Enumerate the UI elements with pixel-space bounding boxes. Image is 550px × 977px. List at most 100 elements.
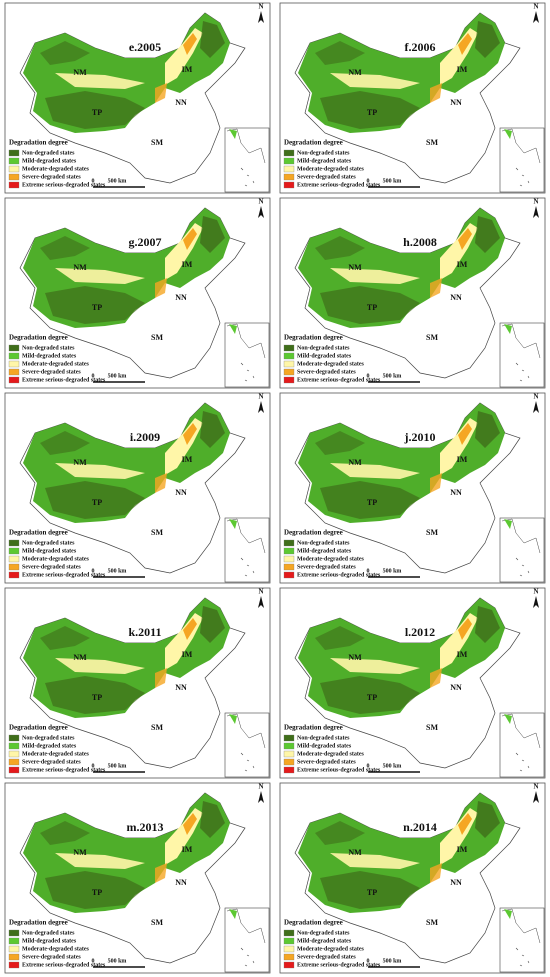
map-shape <box>4 587 271 779</box>
legend-swatch <box>283 563 295 571</box>
legend-swatch <box>8 742 20 750</box>
region-label: IM <box>457 65 468 74</box>
legend-title: Degradation degree <box>284 919 343 927</box>
legend-swatch <box>283 165 295 173</box>
legend-label: Moderate-degraded states <box>22 946 89 952</box>
legend-swatch <box>283 352 295 360</box>
map-panel: n.2014 NM IM TP NN SM N Degradation degree Non-d… <box>279 782 546 974</box>
legend-label: Severe-degraded states <box>297 759 356 765</box>
region-label: NM <box>348 848 362 857</box>
legend-swatch <box>283 961 295 969</box>
legend-swatch <box>283 555 295 563</box>
legend-label: Non-degraded states <box>297 345 350 351</box>
map-panel: e.2005 NM IM TP NN SM N Degradation degree Non-d… <box>4 2 271 194</box>
legend-title: Degradation degree <box>9 724 68 732</box>
legend-title: Degradation degree <box>9 139 68 147</box>
legend-label: Moderate-degraded states <box>22 556 89 562</box>
region-label: NM <box>73 653 87 662</box>
region-label: TP <box>92 303 102 312</box>
legend-label: Moderate-degraded states <box>297 946 364 952</box>
region-label: NM <box>73 263 87 272</box>
region-label: SM <box>151 138 163 147</box>
scale-distance: 500 km <box>383 178 402 184</box>
scale-zero: 0 <box>92 178 95 184</box>
region-label: TP <box>92 693 102 702</box>
map-panel: k.2011 NM IM TP NN SM N Degradation degree Non-d… <box>4 587 271 779</box>
region-label: SM <box>151 333 163 342</box>
region-label: IM <box>182 650 193 659</box>
region-label: TP <box>367 303 377 312</box>
legend-swatch <box>8 149 20 157</box>
panel-title: f.2006 <box>405 40 436 54</box>
legend-swatch <box>8 750 20 758</box>
scale-distance: 500 km <box>108 763 127 769</box>
legend-label: Mild-degraded states <box>22 158 77 164</box>
scale-distance: 500 km <box>383 373 402 379</box>
legend-swatch <box>283 937 295 945</box>
north-label: N <box>533 3 538 11</box>
north-label: N <box>258 393 263 401</box>
legend-swatch <box>283 571 295 579</box>
map-shape <box>4 392 271 584</box>
region-label: TP <box>367 498 377 507</box>
scale-zero: 0 <box>367 178 370 184</box>
region-label: SM <box>151 528 163 537</box>
legend-swatch <box>283 376 295 384</box>
region-label: NN <box>175 488 187 497</box>
legend-title: Degradation degree <box>9 334 68 342</box>
legend-label: Severe-degraded states <box>22 174 81 180</box>
legend-label: Mild-degraded states <box>297 548 352 554</box>
legend-label: Mild-degraded states <box>22 743 77 749</box>
region-label: NN <box>175 683 187 692</box>
map-shape <box>279 782 546 974</box>
panel-title: h.2008 <box>403 235 437 249</box>
north-label: N <box>258 588 263 596</box>
legend-label: Severe-degraded states <box>22 759 81 765</box>
scale-distance: 500 km <box>383 568 402 574</box>
region-label: NM <box>73 848 87 857</box>
region-label: NN <box>450 488 462 497</box>
legend-swatch <box>8 547 20 555</box>
legend-label: Moderate-degraded states <box>297 751 364 757</box>
legend-label: Moderate-degraded states <box>22 751 89 757</box>
scale-zero: 0 <box>367 373 370 379</box>
scale-distance: 500 km <box>383 958 402 964</box>
legend-swatch <box>8 539 20 547</box>
legend-label: Extreme serious-degraded states <box>22 767 106 773</box>
region-label: SM <box>426 528 438 537</box>
legend-label: Non-degraded states <box>297 150 350 156</box>
legend-swatch <box>8 360 20 368</box>
region-label: NM <box>348 653 362 662</box>
legend-swatch <box>283 173 295 181</box>
legend-swatch <box>283 750 295 758</box>
region-label: IM <box>457 845 468 854</box>
legend-label: Extreme serious-degraded states <box>22 572 106 578</box>
region-label: SM <box>426 918 438 927</box>
region-label: IM <box>457 650 468 659</box>
legend-label: Extreme serious-degraded states <box>22 182 106 188</box>
region-label: TP <box>92 108 102 117</box>
panel-title: e.2005 <box>129 40 161 54</box>
legend-title: Degradation degree <box>284 334 343 342</box>
legend-title: Degradation degree <box>9 529 68 537</box>
panel-title: k.2011 <box>128 625 161 639</box>
legend-label: Moderate-degraded states <box>297 166 364 172</box>
region-label: NN <box>450 878 462 887</box>
map-panel: f.2006 NM IM TP NN SM N Degradation degree Non-d… <box>279 2 546 194</box>
legend-label: Non-degraded states <box>297 735 350 741</box>
scale-distance: 500 km <box>108 373 127 379</box>
legend-label: Mild-degraded states <box>22 353 77 359</box>
legend-swatch <box>8 173 20 181</box>
scale-zero: 0 <box>92 568 95 574</box>
scale-zero: 0 <box>367 568 370 574</box>
legend-label: Non-degraded states <box>22 345 75 351</box>
legend-label: Severe-degraded states <box>297 174 356 180</box>
panel-title: i.2009 <box>130 430 160 444</box>
legend-label: Extreme serious-degraded states <box>297 767 381 773</box>
legend-swatch <box>8 555 20 563</box>
legend-swatch <box>283 368 295 376</box>
region-label: NN <box>450 683 462 692</box>
scale-zero: 0 <box>367 958 370 964</box>
map-panel: l.2012 NM IM TP NN SM N Degradation degree Non-d… <box>279 587 546 779</box>
